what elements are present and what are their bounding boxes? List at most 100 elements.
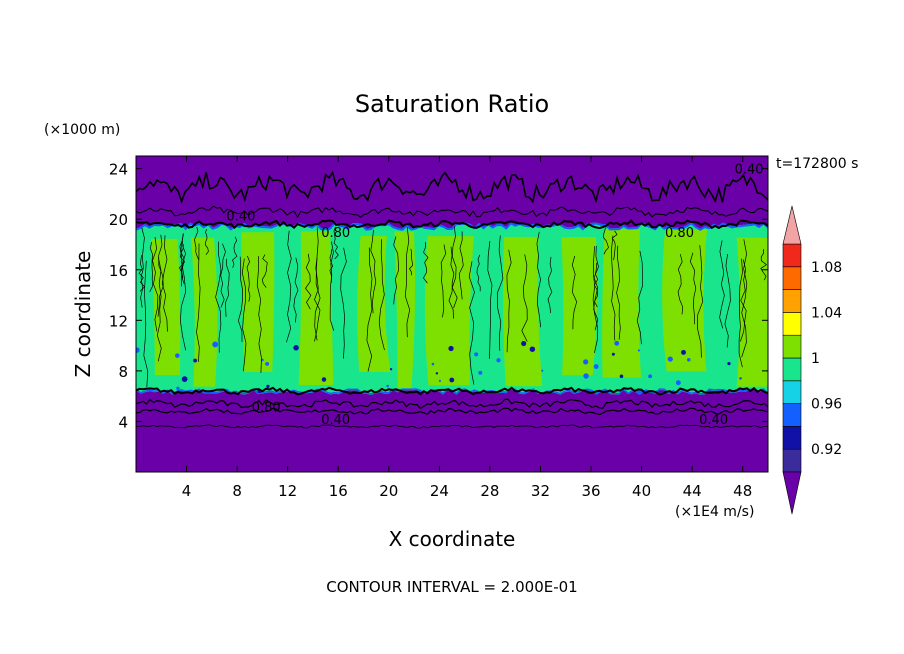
contour-label: 0.80 [665,226,694,241]
subsaturated-patch [136,347,140,353]
contour-line [136,407,768,416]
contour-streak [256,256,262,373]
contour-streak [329,249,334,283]
supersaturated-column [298,231,334,386]
contour-label: 0.80 [252,400,281,415]
subsaturated-patch [496,358,501,363]
contour-streak [366,247,373,372]
contour-streak [246,255,251,302]
colorbar-swatch [782,380,802,404]
contour-streak [180,233,186,287]
chart-title: Saturation Ratio [355,90,549,118]
x-tick-label: 44 [683,482,702,500]
contour-streak [458,231,464,300]
contour-streak [521,254,528,342]
subsaturated-patch [541,369,544,372]
contour-streak [636,250,643,345]
contour-streak [261,254,268,288]
contour-streak [571,255,578,330]
contour-streak [440,244,447,318]
y-tick-label: 12 [109,312,128,330]
subsaturated-patch [611,352,615,356]
y-tick-label: 8 [118,363,128,381]
colorbar-swatch [782,243,802,268]
contour-streak [370,229,377,314]
subsaturated-patch [321,377,327,382]
contour-streak [194,226,200,261]
supersaturated-column [241,232,275,373]
contour-streak [149,241,154,293]
colorbar-label: 0.96 [811,397,842,413]
contour-streak [616,245,621,340]
x-tick-label: 16 [329,482,348,500]
subsaturated-patch [478,370,483,375]
subsaturated-patch [583,373,589,379]
subsaturated-patch [293,345,299,351]
subsaturated-patch [686,358,691,362]
contour-streak [314,227,321,341]
supersaturated-column [736,237,768,387]
subsaturated-patch [431,362,435,366]
subsaturated-patch [583,359,589,365]
contour-streak [547,256,553,314]
x-tick-label: 4 [182,482,192,500]
contour-streak [140,227,145,308]
subsaturated-patch [386,384,389,388]
contour-streak [340,247,347,359]
subsaturated-patch [265,362,270,366]
contour-streak [157,234,164,317]
contour-streak [293,257,299,323]
colorbar-swatch [782,334,802,359]
x-axis-label: X coordinate [389,527,516,551]
subsaturated-patch [648,374,653,379]
x-tick-label: 20 [379,482,398,500]
contour-streak [496,235,504,351]
subsaturated-patch [175,353,180,358]
contour-streak [593,245,599,331]
colorbar-over-arrow [782,205,802,245]
y-tick-label: 4 [118,413,128,431]
contour-streak [409,248,413,276]
subsaturated-patch [619,374,624,379]
x-tick-label: 8 [232,482,242,500]
contour-streak [760,249,767,281]
colorbar-label: 1.04 [811,305,842,321]
contour-streak [506,249,512,353]
subsaturated-patch [389,368,393,371]
supersaturated-column [561,237,598,376]
colorbar-swatch [782,403,802,427]
colorbar-swatch [782,312,802,336]
x-tick-label: 36 [581,482,600,500]
x-unit-label: (×1E4 m/s) [675,504,754,520]
subsaturated-patch [449,377,455,383]
x-axis: 4 8 12 16 20 24 28 32 36 40 44 48 [182,156,752,500]
y-tick-label: 24 [109,161,128,179]
colorbar-swatch [782,289,802,313]
contour-streak [724,254,731,348]
supersaturated-column [424,236,474,386]
subsaturated-patch [637,349,640,352]
contour-streak [215,241,222,353]
y-tick-label: 20 [109,211,128,229]
x-tick-label: 32 [531,482,550,500]
supersaturated-columns [151,228,768,389]
subsaturated-patch [614,340,620,346]
contour-line [136,219,768,230]
subsaturated-patch [675,380,681,386]
contour-streak [422,242,429,284]
y-axis-label: Z coordinate [71,251,95,378]
subsaturated-patch [521,341,527,347]
contour-streak [205,228,209,256]
subsaturated-patch [667,356,673,362]
contour-streak [611,235,616,341]
contour-streak [152,237,159,332]
contour-streak [156,257,162,362]
subsaturated-patch [193,358,198,363]
contour-streak [404,227,411,338]
contour-streak [592,246,598,353]
colorbar-under-arrow [782,471,802,515]
colorbar-swatch [782,357,802,382]
contour-line [136,205,768,219]
x-tick-label: 28 [480,482,499,500]
